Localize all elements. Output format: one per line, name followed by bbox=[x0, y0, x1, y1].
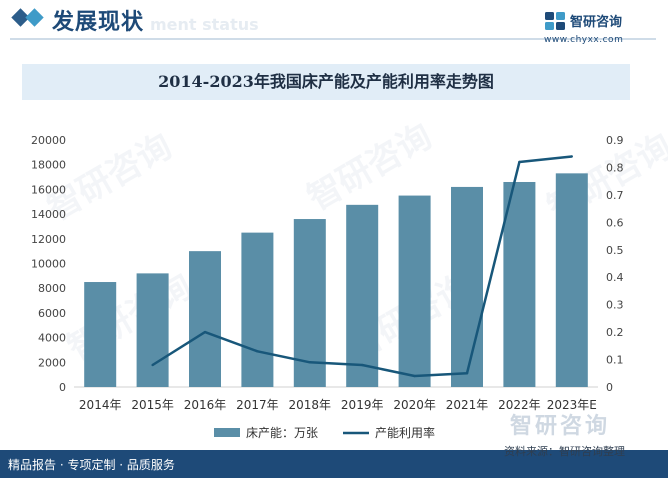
y-right-tick-label: 0.2 bbox=[606, 326, 624, 339]
x-tick-label: 2014年 bbox=[79, 398, 122, 412]
y-right-tick-label: 0.3 bbox=[606, 299, 624, 312]
bar bbox=[555, 173, 588, 387]
y-right-tick-label: 0.7 bbox=[606, 189, 624, 202]
line-point bbox=[151, 363, 154, 367]
y-right-tick-label: 0 bbox=[606, 381, 613, 394]
bar bbox=[189, 251, 221, 387]
chart: 0 2000 4000 6000 8000 10000 12000 14000 16000 180… bbox=[31, 134, 624, 440]
line-point bbox=[570, 155, 573, 158]
y-left-tick-label: 18000 bbox=[31, 159, 66, 172]
line-point bbox=[465, 372, 469, 375]
y-right-tick-label: 0.9 bbox=[606, 134, 624, 147]
brand-url: www.chyxx.com bbox=[544, 35, 624, 45]
y-right-tick-label: 0.4 bbox=[606, 271, 624, 284]
page-header: ment status 发展现状 智研咨询 www.chyxx.com bbox=[0, 0, 668, 50]
y-left-tick-label: 14000 bbox=[31, 208, 66, 221]
x-tick-label: 2018年 bbox=[289, 398, 332, 412]
diamond-icon bbox=[25, 8, 44, 27]
y-right-tick-label: 0.5 bbox=[606, 244, 624, 257]
footer-bar: 精品报告 · 专项定制 · 品质服务 bbox=[0, 450, 668, 478]
y-left-tick-label: 10000 bbox=[31, 258, 66, 271]
line-point bbox=[203, 330, 207, 334]
source-note: 资料来源：智研咨询整理 bbox=[504, 445, 625, 458]
y-right-tick-label: 0.8 bbox=[606, 161, 624, 174]
y-left-tick-label: 8000 bbox=[38, 282, 66, 295]
x-tick-label: 2023年E bbox=[547, 398, 597, 412]
line-point bbox=[308, 361, 311, 364]
line-point bbox=[361, 363, 364, 367]
chart-title: 2014-2023年我国床产能及产能利用率走势图 bbox=[158, 72, 494, 91]
x-tick-label: 2021年 bbox=[446, 398, 489, 412]
x-tick-label: 2020年 bbox=[393, 398, 436, 412]
line-point bbox=[518, 160, 521, 164]
y-right-tick-label: 0.6 bbox=[606, 216, 624, 229]
y-left-tick-label: 6000 bbox=[38, 307, 66, 320]
footer-slogan: 精品报告 · 专项定制 · 品质服务 bbox=[8, 458, 175, 472]
x-tick-label: 2022年 bbox=[498, 398, 541, 412]
legend-bar-swatch bbox=[214, 428, 240, 437]
header-subtitle: ment status bbox=[150, 15, 259, 34]
header-title: 发展现状 bbox=[52, 10, 145, 35]
bar bbox=[451, 186, 483, 387]
legend-line-label: 产能利用率 bbox=[375, 425, 435, 440]
line-point bbox=[256, 350, 259, 353]
y-left-tick-label: 2000 bbox=[38, 356, 66, 369]
y-left-tick-label: 20000 bbox=[31, 134, 66, 147]
brand-name: 智研咨询 bbox=[570, 15, 623, 30]
bar bbox=[84, 282, 117, 387]
brand-logo-icon bbox=[545, 12, 565, 30]
x-tick-label: 2017年 bbox=[236, 398, 279, 412]
brand: 智研咨询 www.chyxx.com bbox=[544, 10, 654, 46]
line-point bbox=[413, 374, 416, 378]
bar bbox=[346, 204, 379, 387]
chart-title-band: 2014-2023年我国床产能及产能利用率走势图 bbox=[22, 64, 630, 100]
legend-bar-label: 床产能：万张 bbox=[246, 426, 318, 440]
y-left-tick-label: 12000 bbox=[31, 233, 66, 246]
x-tick-label: 2019年 bbox=[341, 398, 384, 412]
y-right-tick-label: 0.1 bbox=[606, 354, 624, 367]
x-tick-label: 2016年 bbox=[184, 398, 227, 412]
bar bbox=[503, 181, 536, 387]
y-left-tick-label: 16000 bbox=[31, 183, 66, 196]
x-tick-label: 2015年 bbox=[131, 398, 174, 412]
y-left-tick-label: 4000 bbox=[38, 332, 66, 345]
watermark-logo-text: 智研咨询 bbox=[510, 414, 611, 439]
bar bbox=[136, 273, 169, 387]
bar bbox=[241, 232, 274, 387]
bar bbox=[398, 195, 431, 387]
header-divider bbox=[10, 38, 656, 40]
y-left-tick-label: 0 bbox=[59, 381, 66, 394]
